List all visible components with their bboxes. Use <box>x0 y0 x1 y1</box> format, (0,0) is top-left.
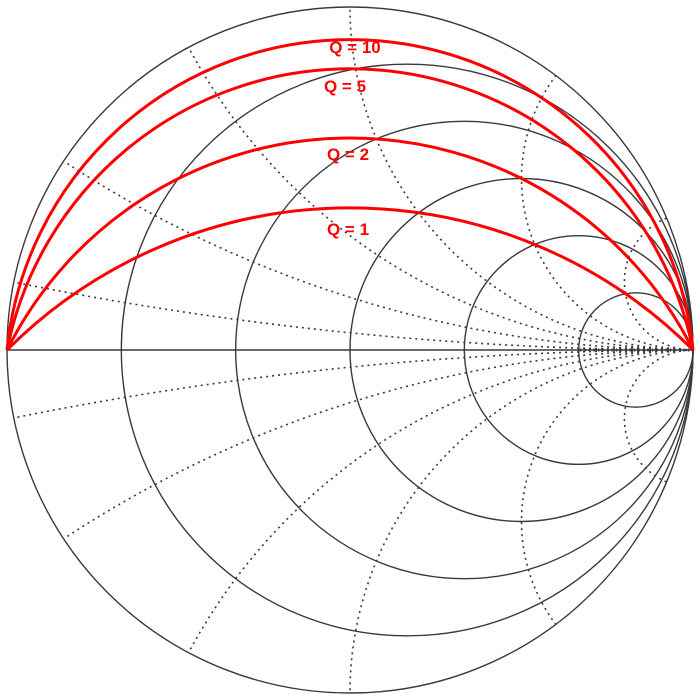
reactance-arc-2 <box>520 75 694 351</box>
reactance-arc-neg-0.1 <box>13 349 694 419</box>
q-curves <box>5 38 695 352</box>
grid <box>6 6 694 694</box>
q-curve-10 <box>5 38 695 351</box>
q-label-10: Q = 10 <box>329 38 381 57</box>
reactance-arc-0.1 <box>13 281 694 351</box>
q-curve-2 <box>5 136 695 351</box>
q-label-2: Q = 2 <box>327 145 369 164</box>
q-label-1: Q = 1 <box>327 220 369 239</box>
q-labels: Q = 10 Q = 5 Q = 2 Q = 1 <box>324 38 381 239</box>
reactance-arc-neg-2 <box>520 349 694 625</box>
q-curve-5 <box>5 67 695 351</box>
reactance-arc-neg-1 <box>349 349 694 694</box>
q-curve-1 <box>5 206 695 352</box>
reactance-arc-neg-0.6 <box>187 349 694 654</box>
reactance-arc-1 <box>349 6 694 351</box>
q-label-5: Q = 5 <box>324 77 366 96</box>
reactance-arc-0.6 <box>187 46 694 351</box>
